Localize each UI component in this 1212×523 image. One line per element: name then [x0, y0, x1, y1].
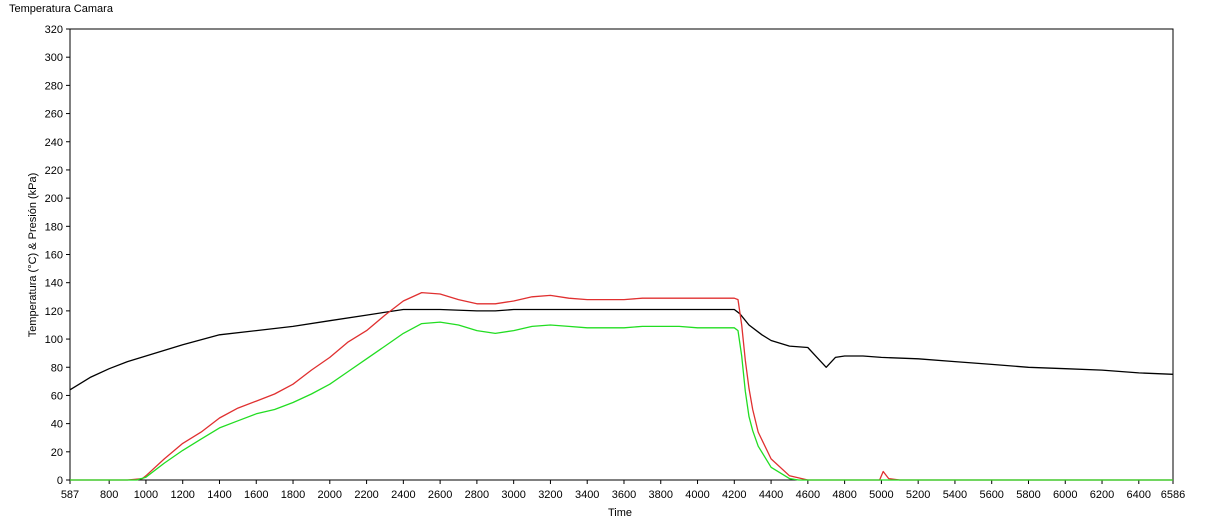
x-tick-label: 3800	[649, 489, 673, 501]
x-tick-label: 1800	[281, 489, 305, 501]
y-tick-label: 280	[45, 80, 63, 92]
x-tick-label: 4000	[685, 489, 709, 501]
x-tick-label: 1400	[207, 489, 231, 501]
x-tick-label: 6200	[1090, 489, 1114, 501]
series-line-1	[69, 308, 1174, 391]
y-tick-label: 160	[45, 250, 63, 262]
x-tick-label: 4600	[796, 489, 820, 501]
y-tick-label: 60	[51, 390, 63, 402]
y-tick-label: 240	[45, 137, 63, 149]
y-tick-label: 260	[45, 109, 63, 121]
x-tick-label: 2200	[354, 489, 378, 501]
series-line-2	[70, 291, 1173, 481]
x-tick-label: 5800	[1016, 489, 1040, 501]
y-tick-label: 220	[45, 165, 63, 177]
chart-title: Temperatura Camara	[9, 3, 114, 15]
y-tick-label: 300	[45, 52, 63, 64]
x-tick-label: 6586	[1161, 489, 1185, 501]
x-tick-label: 4200	[722, 489, 746, 501]
x-tick-label: 5200	[906, 489, 930, 501]
y-tick-label: 180	[45, 221, 63, 233]
x-tick-label: 587	[61, 489, 79, 501]
x-tick-label: 5400	[943, 489, 967, 501]
series-layer	[69, 291, 1174, 481]
x-tick-label: 2400	[391, 489, 415, 501]
x-axis-label: Time	[608, 507, 632, 519]
y-axis-label: Temperatura (°C) & Presión (kPa)	[27, 173, 39, 338]
x-tick-label: 4400	[759, 489, 783, 501]
x-tick-label: 2800	[465, 489, 489, 501]
x-tick-label: 3000	[501, 489, 525, 501]
y-tick-label: 40	[51, 419, 63, 431]
y-tick-label: 100	[45, 334, 63, 346]
x-tick-label: 3600	[612, 489, 636, 501]
y-tick-label: 120	[45, 306, 63, 318]
series-line-3	[70, 321, 1173, 481]
y-tick-label: 20	[51, 447, 63, 459]
x-tick-label: 5000	[869, 489, 893, 501]
x-tick-label: 6000	[1053, 489, 1077, 501]
x-tick-label: 1600	[244, 489, 268, 501]
x-tick-label: 4800	[832, 489, 856, 501]
x-tick-label: 3200	[538, 489, 562, 501]
x-tick-label: 800	[100, 489, 118, 501]
x-tick-label: 2000	[318, 489, 342, 501]
x-tick-label: 2600	[428, 489, 452, 501]
x-tick-label: 1000	[134, 489, 158, 501]
x-tick-label: 6400	[1127, 489, 1151, 501]
x-tick-label: 3400	[575, 489, 599, 501]
y-tick-label: 320	[45, 24, 63, 36]
y-tick-label: 0	[57, 475, 63, 487]
y-axis: 0 20 40 60 80 100 120 140 160 180 200 220 240 260 280 3…	[45, 24, 70, 487]
y-tick-label: 80	[51, 362, 63, 374]
plot-area	[69, 28, 1174, 481]
y-tick-label: 140	[45, 278, 63, 290]
x-tick-label: 5600	[979, 489, 1003, 501]
y-tick-label: 200	[45, 193, 63, 205]
x-axis: 587 800 1000 1200 1400 1600 1800 2000 2200 2400 26…	[61, 480, 1185, 501]
x-tick-label: 1200	[170, 489, 194, 501]
